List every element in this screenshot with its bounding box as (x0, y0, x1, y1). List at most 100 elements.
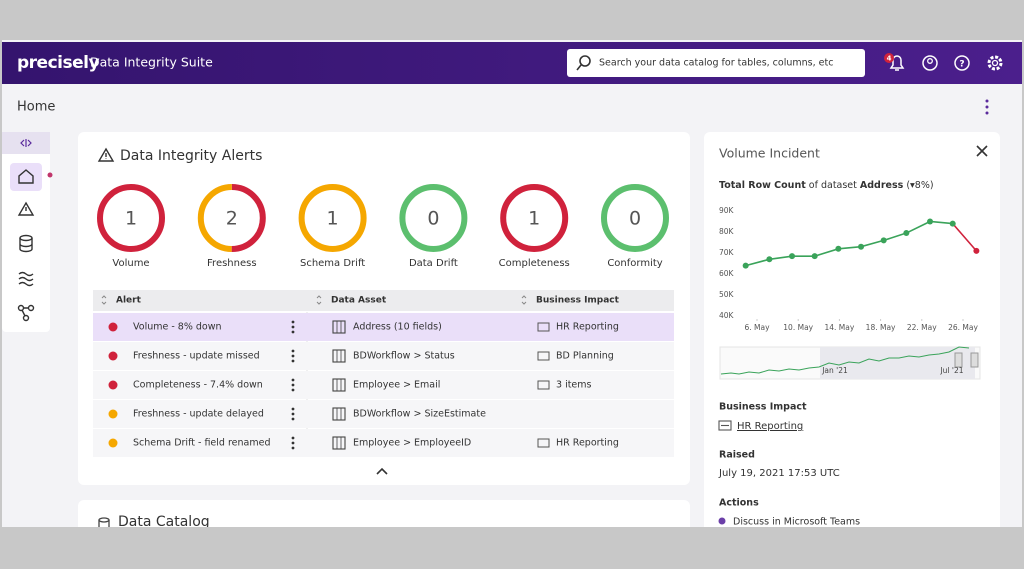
section-label: Raised (719, 450, 755, 461)
nav-flow[interactable] (18, 271, 34, 287)
data-point[interactable] (858, 243, 865, 250)
sidebar-toggle-icon (20, 139, 32, 147)
status-ring[interactable] (298, 184, 367, 252)
profile-icon[interactable] (922, 55, 938, 71)
business-impact[interactable]: HR Reporting (556, 322, 619, 333)
business-impact[interactable]: BD Planning (556, 351, 614, 362)
column-header: Business Impact (536, 296, 620, 306)
navigator-handle[interactable] (954, 352, 963, 368)
asset-icon (332, 378, 346, 392)
row-menu[interactable] (291, 407, 295, 411)
chart-heading-part: Address (860, 180, 904, 191)
status-ring[interactable] (399, 184, 468, 252)
status-label: Conformity (607, 258, 662, 269)
data-point[interactable] (811, 253, 818, 260)
nav-lineage[interactable] (17, 304, 35, 322)
table-header (93, 290, 674, 311)
row-menu[interactable] (291, 359, 295, 363)
row-menu[interactable] (291, 378, 295, 382)
row-menu[interactable] (291, 320, 295, 324)
asset-icon (332, 320, 346, 334)
row-menu[interactable] (291, 383, 295, 387)
status-label: Freshness (207, 258, 257, 269)
profile-icon (927, 58, 933, 64)
help-icon: ? (959, 60, 964, 70)
sort-icon[interactable] (521, 295, 527, 305)
data-point[interactable] (927, 218, 934, 225)
row-menu[interactable] (291, 388, 295, 392)
row-menu[interactable] (291, 412, 295, 416)
data-point[interactable] (835, 245, 842, 252)
report-icon (718, 420, 732, 431)
data-point[interactable] (973, 247, 980, 254)
row-menu[interactable] (291, 354, 295, 358)
nav-indicator (47, 172, 53, 178)
row-menu[interactable] (291, 417, 295, 421)
asset-icon (332, 407, 346, 421)
status-ring[interactable] (500, 184, 569, 252)
table-row[interactable] (93, 371, 674, 399)
y-tick-label: 80K (719, 227, 735, 236)
row-menu[interactable] (291, 441, 295, 445)
row-menu[interactable] (291, 330, 295, 334)
status-count: 1 (125, 208, 137, 230)
x-tick-label: 10. May (783, 323, 813, 332)
column-header: Data Asset (331, 296, 387, 306)
impact-link[interactable]: HR Reporting (737, 421, 803, 432)
sort-icon[interactable] (101, 295, 107, 305)
alert-name: Freshness - update missed (133, 351, 260, 362)
chart-heading-part: of dataset (806, 180, 860, 191)
chart-heading-part: Total Row Count (719, 180, 806, 191)
alert-name: Completeness - 7.4% down (133, 380, 263, 391)
business-impact[interactable]: 3 items (556, 380, 592, 391)
data-asset: Employee > EmployeeID (353, 438, 471, 449)
table-row[interactable] (93, 429, 674, 457)
notification-count: 4 (887, 55, 892, 63)
chart-heading-part: (▾8%) (903, 180, 933, 191)
nav-home[interactable] (10, 163, 42, 191)
data-asset: BDWorkflow > SizeEstimate (353, 409, 486, 420)
incident-panel (704, 132, 1000, 527)
data-point[interactable] (949, 220, 956, 227)
row-menu[interactable] (291, 325, 295, 329)
settings-icon[interactable] (987, 55, 1003, 71)
table-row[interactable] (93, 313, 674, 341)
collapse-button[interactable] (376, 467, 388, 475)
data-point[interactable] (880, 237, 887, 244)
line-segment-decline (952, 223, 977, 252)
data-point[interactable] (903, 230, 910, 237)
navigator-handle[interactable] (970, 352, 979, 368)
section-label: Actions (719, 498, 759, 509)
x-tick-label: 18. May (866, 323, 896, 332)
business-impact[interactable]: HR Reporting (556, 438, 619, 449)
status-ring[interactable] (197, 184, 266, 252)
action-link[interactable]: Discuss in Microsoft Teams (733, 517, 860, 528)
row-menu[interactable] (291, 436, 295, 440)
navigator-label: Jan '21 (821, 366, 848, 375)
status-ring[interactable] (601, 184, 669, 252)
data-point[interactable] (742, 262, 749, 269)
y-tick-label: 60K (719, 269, 735, 278)
section-label: Business Impact (719, 402, 807, 413)
help-icon[interactable] (954, 55, 970, 71)
sort-icon[interactable] (316, 295, 322, 305)
search-box[interactable] (567, 49, 865, 77)
catalog-card (78, 500, 690, 527)
row-menu[interactable] (291, 446, 295, 450)
search-placeholder[interactable]: Search your data catalog for tables, col… (599, 58, 833, 69)
row-menu[interactable] (291, 349, 295, 353)
data-point[interactable] (789, 253, 796, 260)
more-menu[interactable] (985, 99, 989, 115)
nav-catalog[interactable] (19, 234, 33, 253)
product-name: Data Integrity Suite (90, 55, 213, 70)
nav-alerts[interactable] (17, 201, 35, 216)
close-button[interactable] (976, 145, 988, 157)
table-row[interactable] (93, 342, 674, 370)
table-row[interactable] (93, 400, 674, 428)
severity-dot (108, 351, 118, 361)
sidebar (2, 132, 50, 332)
status-label: Data Drift (409, 258, 458, 269)
data-point[interactable] (766, 256, 773, 263)
status-ring[interactable] (97, 184, 165, 252)
